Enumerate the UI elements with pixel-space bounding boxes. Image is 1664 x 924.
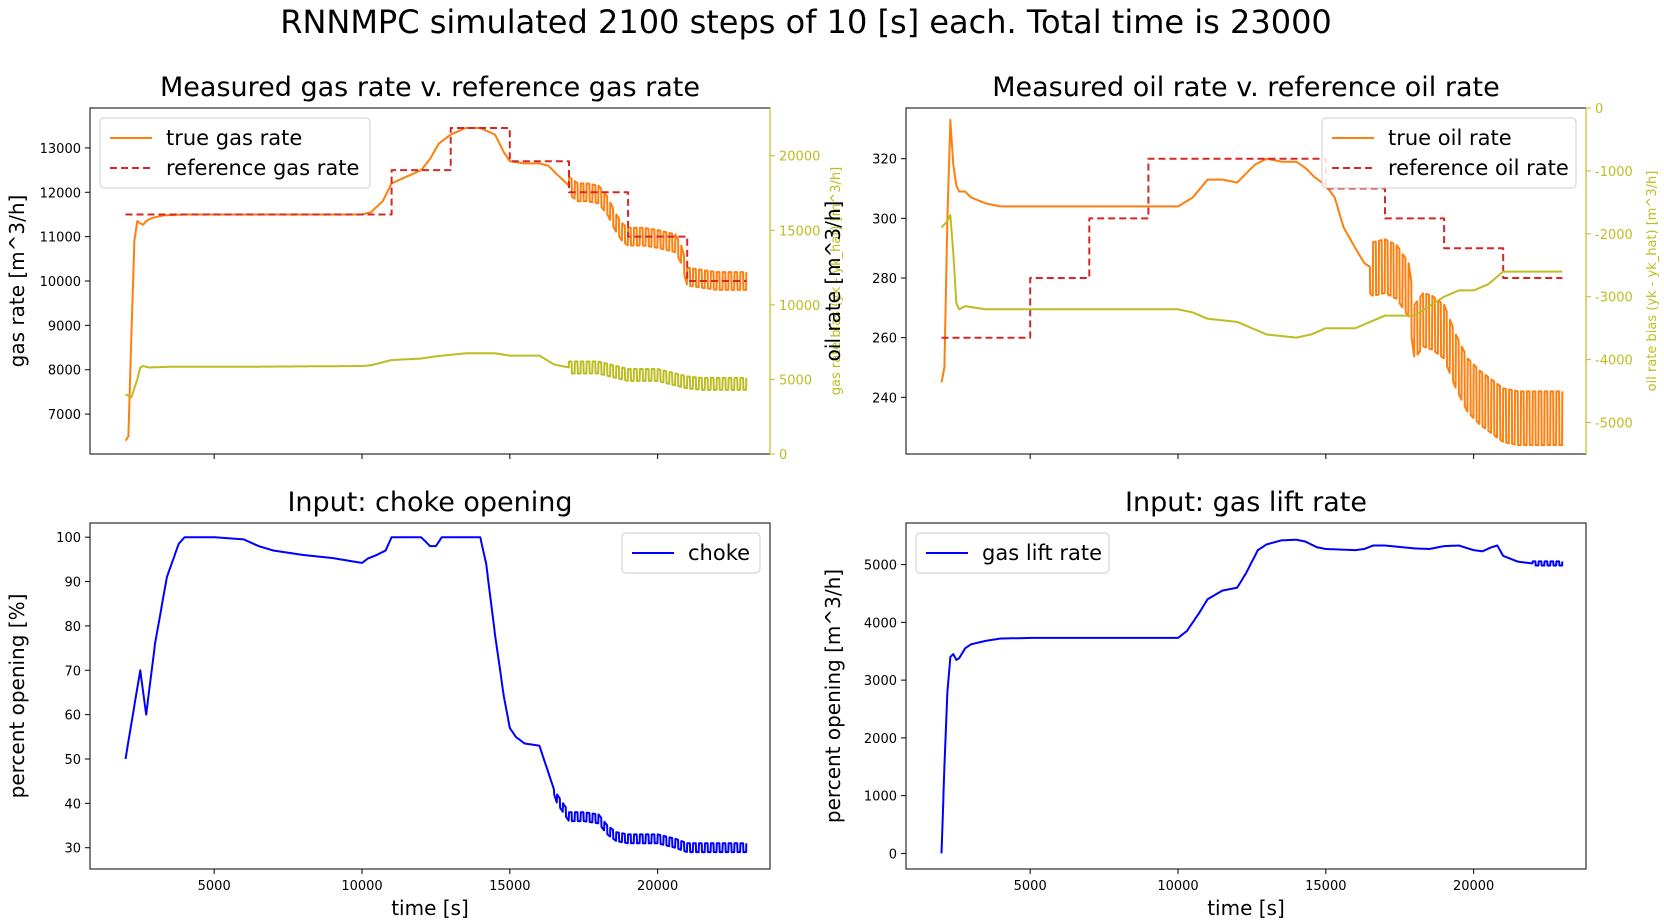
legend-entry: choke [688, 541, 750, 565]
right-axis-label: gas rate bias (yk - yk_hat) [m^3/h] [829, 167, 844, 395]
x-tick-label: 5000 [198, 879, 231, 894]
right-tick-label: 15000 [779, 224, 820, 239]
x-tick-label: 5000 [1014, 879, 1047, 894]
x-tick-label: 15000 [489, 879, 530, 894]
legend-box [621, 532, 761, 574]
right-tick-label: 5000 [779, 373, 812, 388]
legend-box [1321, 117, 1577, 189]
right-tick-label: 0 [779, 448, 787, 463]
x-tick-label: 20000 [637, 879, 678, 894]
y-tick-label: 240 [872, 391, 897, 406]
x-tick-label: 15000 [1305, 879, 1346, 894]
panel-title: Input: choke opening [287, 487, 572, 518]
panel-title: Measured oil rate v. reference oil rate [992, 72, 1500, 103]
y-tick-label: 3000 [864, 674, 897, 689]
y-tick-label: 90 [64, 576, 81, 591]
y-tick-label: 4000 [864, 616, 897, 631]
right-tick-label: -3000 [1595, 291, 1633, 306]
y-tick-label: 60 [64, 709, 81, 724]
y-tick-label: 2000 [864, 732, 897, 747]
y-tick-label: 9000 [48, 319, 81, 334]
right-tick-label: -1000 [1595, 165, 1633, 180]
y-tick-label: 13000 [40, 142, 81, 157]
legend: gas lift rate [915, 532, 1110, 574]
series-line-bias [124, 352, 748, 399]
series-lines [124, 127, 748, 442]
x-axis-label: time [s] [1207, 896, 1285, 920]
series-lines [940, 538, 1564, 854]
choke-opening-panel: Input: choke opening 30 40 50 60 70 80 90 100 500… [5, 487, 771, 920]
series-lines [124, 536, 748, 854]
y-tick-label: 260 [872, 332, 897, 347]
y-tick-label: 7000 [48, 408, 81, 423]
legend-entry: true oil rate [1388, 126, 1512, 150]
y-tick-label: 0 [889, 847, 897, 862]
y-tick-label: 1000 [864, 790, 897, 805]
gas-lift-rate-panel: Input: gas lift rate 0 1000 2000 3000 4000 500… [821, 487, 1587, 920]
legend: true oil rate reference oil rate [1321, 117, 1577, 189]
y-tick-label: 100 [56, 531, 81, 546]
legend-entry: gas lift rate [982, 541, 1102, 565]
y-axis-label: gas rate [m^3/h] [5, 195, 29, 368]
x-tick-label: 10000 [341, 879, 382, 894]
y-tick-label: 5000 [864, 559, 897, 574]
legend-entry: reference oil rate [1388, 156, 1569, 180]
legend-entry: reference gas rate [166, 156, 359, 180]
y-tick-label: 8000 [48, 364, 81, 379]
y-tick-label: 80 [64, 620, 81, 635]
series-line-choke [124, 536, 748, 854]
y-tick-label: 300 [872, 212, 897, 227]
y-tick-label: 320 [872, 153, 897, 168]
legend-box [915, 532, 1110, 574]
right-tick-label: -2000 [1595, 228, 1633, 243]
y-tick-label: 10000 [40, 275, 81, 290]
series-line-bias [940, 213, 1564, 339]
right-tick-label: 20000 [779, 150, 820, 165]
y-tick-label: 50 [64, 753, 81, 768]
y-tick-label: 11000 [40, 231, 81, 246]
series-line-true-oil-rate [940, 118, 1564, 447]
right-tick-label: -5000 [1595, 417, 1633, 432]
y-axis-label: oil rate [m^3/h] [821, 201, 845, 362]
right-tick-label: 0 [1595, 102, 1603, 117]
x-tick-label: 10000 [1157, 879, 1198, 894]
series-line-reference-gas-rate [125, 127, 747, 282]
right-tick-label: 10000 [779, 299, 820, 314]
y-tick-label: 12000 [40, 186, 81, 201]
right-tick-label: -4000 [1595, 354, 1633, 369]
y-tick-label: 30 [64, 842, 81, 857]
y-tick-label: 70 [64, 664, 81, 679]
series-line-gas-lift-rate [940, 538, 1564, 854]
right-axis-label: oil rate bias (yk - yk_hat) [m^3/h] [1645, 171, 1660, 392]
gas-rate-panel: Measured gas rate v. reference gas rate 7… [5, 72, 844, 463]
legend-box [99, 117, 371, 189]
legend-entry: true gas rate [166, 126, 302, 150]
x-axis-label: time [s] [391, 896, 469, 920]
axes-frame [89, 522, 771, 870]
panel-title: Input: gas lift rate [1125, 487, 1367, 518]
y-axis-label: percent opening [%] [5, 594, 29, 799]
y-tick-label: 280 [872, 272, 897, 287]
legend: choke [621, 532, 761, 574]
panel-title: Measured gas rate v. reference gas rate [160, 72, 700, 103]
oil-rate-panel: Measured oil rate v. reference oil rate 2… [821, 72, 1660, 459]
figure-suptitle: RNNMPC simulated 2100 steps of 10 [s] ea… [280, 3, 1332, 41]
y-axis-label: percent opening [m^3/h] [821, 569, 845, 823]
y-tick-label: 40 [64, 797, 81, 812]
legend: true gas rate reference gas rate [99, 117, 371, 189]
axes-frame [905, 522, 1587, 870]
x-tick-label: 20000 [1453, 879, 1494, 894]
